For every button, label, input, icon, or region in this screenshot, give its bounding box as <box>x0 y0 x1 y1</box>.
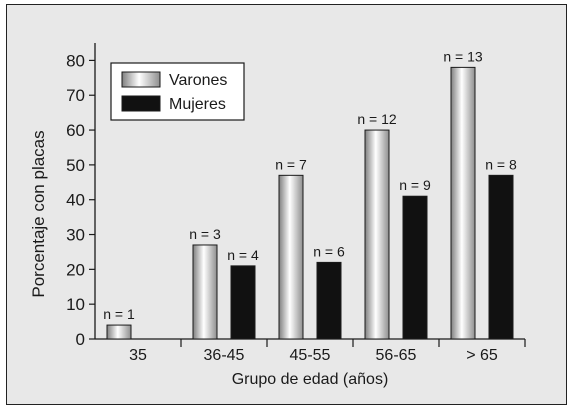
legend-swatch-mujeres <box>121 95 161 112</box>
y-tick-label: 10 <box>66 295 85 314</box>
bar-varones <box>450 66 476 340</box>
bar-count-label: n = 1 <box>103 306 135 322</box>
legend-swatch-varones <box>121 71 161 88</box>
x-tick-label: 56-65 <box>376 347 417 364</box>
x-axis-title: Grupo de edad (años) <box>232 371 389 388</box>
y-axis-ticks: 0 10 20 30 40 50 60 70 80 <box>66 51 95 349</box>
bars <box>106 66 514 340</box>
bar-varones <box>192 244 218 340</box>
legend-label-mujeres: Mujeres <box>169 96 226 113</box>
bar-count-label: n = 8 <box>485 156 517 172</box>
bar-varones <box>278 174 304 340</box>
y-tick-label: 60 <box>66 121 85 140</box>
bar-labels: n = 1 n = 3 n = 7 n = 12 n = 13 n = 4 n = 6 n =… <box>103 48 517 322</box>
y-tick-label: 70 <box>66 86 85 105</box>
bar-count-label: n = 13 <box>443 48 483 64</box>
bar-mujeres <box>488 174 514 340</box>
bar-mujeres <box>316 261 342 340</box>
y-tick-label: 0 <box>76 330 85 349</box>
y-tick-label: 50 <box>66 156 85 175</box>
bar-count-label: n = 3 <box>189 226 221 242</box>
x-tick-label: 45-55 <box>290 347 331 364</box>
bar-varones <box>364 129 390 340</box>
bar-count-label: n = 9 <box>399 177 431 193</box>
y-tick-label: 80 <box>66 51 85 70</box>
x-axis-categories: 35 36-45 45-55 56-65 > 65 <box>129 339 526 364</box>
bar-varones <box>106 324 132 340</box>
y-axis-title: Porcentaje con placas <box>29 130 48 297</box>
x-tick-label: 36-45 <box>204 347 245 364</box>
legend-label-varones: Varones <box>169 72 227 89</box>
y-tick-label: 40 <box>66 191 85 210</box>
x-tick-label: 35 <box>129 347 147 364</box>
y-tick-label: 30 <box>66 226 85 245</box>
bar-mujeres <box>230 265 256 340</box>
bar-count-label: n = 6 <box>313 243 345 259</box>
legend: Varones Mujeres <box>110 62 245 121</box>
y-tick-label: 20 <box>66 260 85 279</box>
bar-count-label: n = 4 <box>227 247 259 263</box>
bar-count-label: n = 7 <box>275 156 307 172</box>
x-tick-label: > 65 <box>466 347 498 364</box>
bar-count-label: n = 12 <box>357 111 397 127</box>
bar-mujeres <box>402 195 428 340</box>
